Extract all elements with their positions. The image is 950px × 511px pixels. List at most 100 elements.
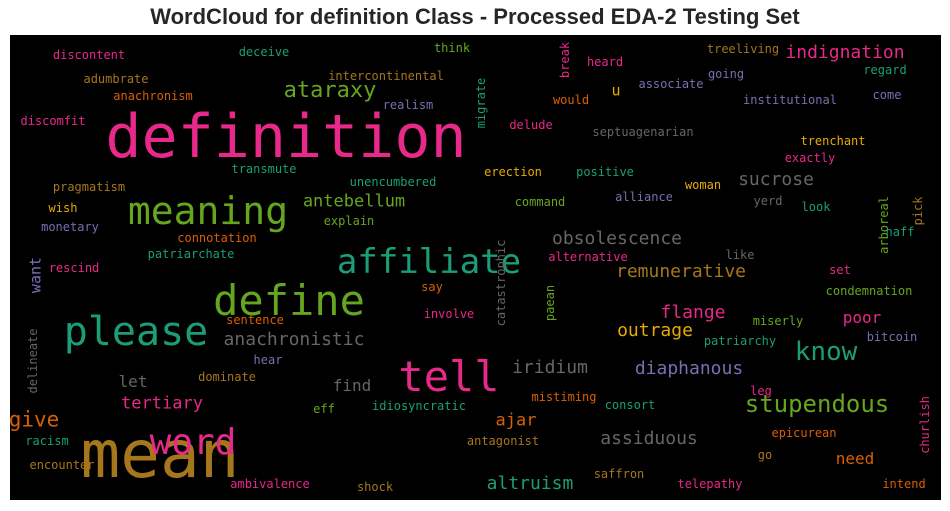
word-trenchant: trenchant [800,134,866,148]
word-positive: positive [576,165,634,179]
word-explain: explain [323,214,375,228]
word-find: find [332,376,372,395]
word-rescind: rescind [48,261,100,275]
word-sentence: sentence [226,313,284,327]
word-sucrose: sucrose [738,169,814,190]
word-diaphanous: diaphanous [634,358,744,379]
word-think: think [433,41,471,55]
word-patriarchy: patriarchy [703,334,777,348]
word-need: need [835,449,875,468]
word-racism: racism [25,434,69,448]
word-discontent: discontent [52,48,126,62]
word-encounter: encounter [29,458,95,472]
word-patriarchate: patriarchate [147,247,235,261]
word-look: look [801,200,831,214]
word-mean: mean [80,416,240,493]
word-paean: paean [543,284,557,322]
word-anachronism: anachronism [113,89,193,103]
word-associate: associate [638,77,704,91]
word-flange: flange [660,302,726,323]
word-word: word [149,422,237,463]
word-adumbrate: adumbrate [83,72,149,86]
word-shock: shock [356,480,394,494]
word-command: command [514,195,566,209]
word-erection: erection [484,165,542,179]
word-break: break [558,41,572,79]
word-anachronistic: anachronistic [223,329,365,350]
word-catastrophic: catastrophic [494,239,508,327]
word-altruism: altruism [486,473,574,494]
word-let: let [118,372,148,391]
word-antagonist: antagonist [466,434,540,448]
word-want: want [26,256,45,294]
word-tell: tell [398,352,500,401]
word-delineate: delineate [26,328,40,394]
word-meaning: meaning [127,189,289,233]
word-wish: wish [48,201,78,215]
word-outrage: outrage [617,320,693,341]
word-condemnation: condemnation [825,284,913,298]
word-set: set [829,263,851,277]
word-ambivalence: ambivalence [230,477,310,491]
word-affiliate: affiliate [336,242,522,282]
word-connotation: connotation [177,231,257,245]
word-delude: delude [509,118,553,132]
word-come: come [872,88,902,102]
word-idiosyncratic: idiosyncratic [372,399,466,413]
word-antebellum: antebellum [302,191,406,212]
word-intend: intend [882,477,926,491]
word-heard: heard [586,55,624,69]
word-migrate: migrate [474,77,488,129]
word-pick: pick [911,196,925,226]
word-bitcoin: bitcoin [866,330,918,344]
word-woman: woman [684,178,722,192]
word-know: know [794,337,858,367]
word-monetary: monetary [41,220,99,234]
word-pragmatism: pragmatism [52,180,126,194]
word-treeliving: treeliving [706,42,780,56]
word-mistiming: mistiming [531,390,597,404]
word-regard: regard [863,63,907,77]
chart-title: WordCloud for definition Class - Process… [150,4,800,29]
word-like: like [725,248,755,262]
word-alliance: alliance [615,190,673,204]
word-transmute: transmute [231,162,297,176]
word-tertiary: tertiary [121,393,203,414]
wordcloud-canvas: mean definition define please tell meaning wor… [10,35,941,500]
word-indignation: indignation [785,42,905,63]
word-ataraxy: ataraxy [283,78,377,103]
word-stupendous: stupendous [744,390,890,418]
word-miserly: miserly [752,314,804,328]
word-involve: involve [423,307,475,321]
word-ajar: ajar [495,410,537,431]
word-define: define [213,276,365,325]
word-going: going [707,67,745,81]
word-eff: eff [313,402,335,416]
word-alternative: alternative [548,250,628,264]
word-iridium: iridium [512,357,588,378]
word-consort: consort [604,398,656,412]
word-go: go [757,448,773,462]
word-please: please [63,309,209,355]
word-exactly: exactly [784,151,836,165]
word-deceive: deceive [238,45,290,59]
word-say: say [421,280,443,294]
word-remunerative: remunerative [615,261,747,282]
word-unencumbered: unencumbered [349,175,437,189]
word-assiduous: assiduous [600,428,698,449]
word-leg: leg [750,384,772,398]
word-would: would [552,93,590,107]
word-hear: hear [253,353,283,367]
word-poor: poor [842,308,882,327]
word-telepathy: telepathy [677,477,743,491]
word-churlish: churlish [918,396,932,454]
word-realism: realism [382,98,434,112]
word-obsolescence: obsolescence [551,228,683,249]
word-intercontinental: intercontinental [328,69,444,83]
word-epicurean: epicurean [771,426,837,440]
word-definition: definition [105,102,467,172]
word-dominate: dominate [198,370,256,384]
word-naff: naff [885,225,915,239]
word-septuagenarian: septuagenarian [592,125,694,139]
word-yerd: yerd [753,194,783,208]
